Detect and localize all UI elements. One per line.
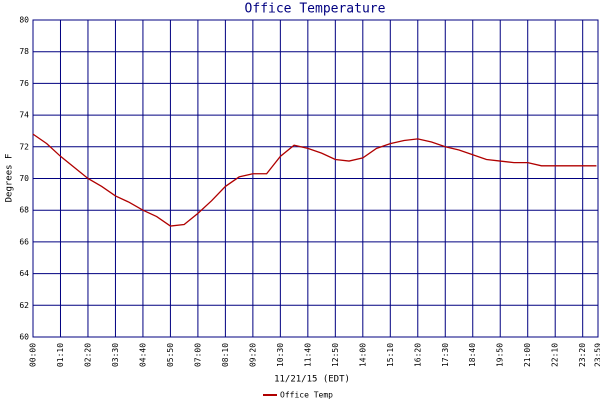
x-tick-label: 17:30 — [441, 343, 450, 367]
y-tick-label: 64 — [19, 269, 29, 278]
x-tick-label: 03:30 — [111, 343, 120, 367]
x-tick-label: 04:40 — [138, 343, 147, 367]
x-tick-label: 08:10 — [221, 343, 230, 367]
y-tick-label: 62 — [19, 301, 29, 310]
data-line — [32, 133, 597, 227]
x-tick-label: 00:00 — [29, 343, 38, 367]
x-tick-label: 07:00 — [193, 343, 202, 367]
y-tick-label: 60 — [19, 333, 29, 342]
x-tick-label: 11:40 — [303, 343, 312, 367]
x-tick-label: 09:20 — [248, 343, 257, 367]
x-tick-label: 23:20 — [578, 343, 587, 367]
x-tick-label: 21:00 — [523, 343, 532, 367]
x-tick-label: 14:00 — [358, 343, 367, 367]
x-tick-label: 15:10 — [386, 343, 395, 367]
y-tick-label: 76 — [19, 79, 29, 88]
x-tick-label: 22:10 — [551, 343, 560, 367]
x-tick-label: 12:50 — [331, 343, 340, 367]
y-axis-label: Degrees F — [5, 154, 15, 203]
x-axis-label: 11/21/15 (EDT) — [274, 375, 350, 385]
y-tick-label: 80 — [19, 16, 29, 25]
x-tick-label: 16:20 — [413, 343, 422, 367]
y-tick-label: 72 — [19, 142, 29, 151]
y-tick-label: 78 — [19, 47, 29, 56]
y-tick-label: 68 — [19, 206, 29, 215]
legend-label: Office Temp — [280, 391, 333, 400]
x-tick-label: 23:59 — [594, 343, 600, 367]
y-tick-label: 70 — [19, 174, 29, 183]
x-tick-label: 18:40 — [468, 343, 477, 367]
x-tick-label: 01:10 — [56, 343, 65, 367]
x-tick-label: 19:50 — [496, 343, 505, 367]
x-tick-label: 05:50 — [166, 343, 175, 367]
chart-title: Office Temperature — [245, 2, 386, 17]
x-tick-label: 10:30 — [276, 343, 285, 367]
x-tick-label: 02:20 — [83, 343, 92, 367]
y-tick-label: 74 — [19, 111, 29, 120]
y-tick-label: 66 — [19, 237, 29, 246]
